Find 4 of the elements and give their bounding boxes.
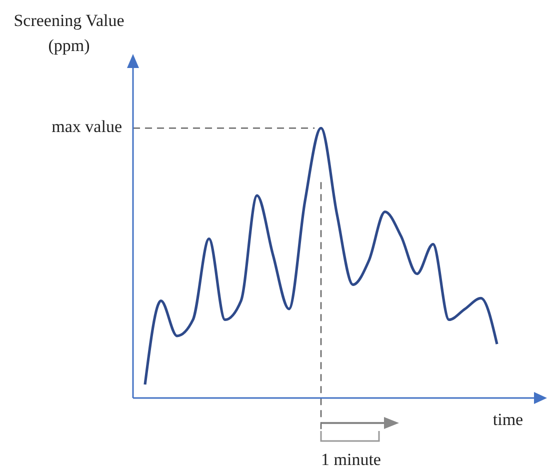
y-axis-title: Screening Value (ppm) — [12, 10, 126, 57]
text: 1 minute — [320, 450, 382, 470]
text: max value — [52, 117, 122, 138]
x-axis-title: time — [492, 410, 524, 430]
